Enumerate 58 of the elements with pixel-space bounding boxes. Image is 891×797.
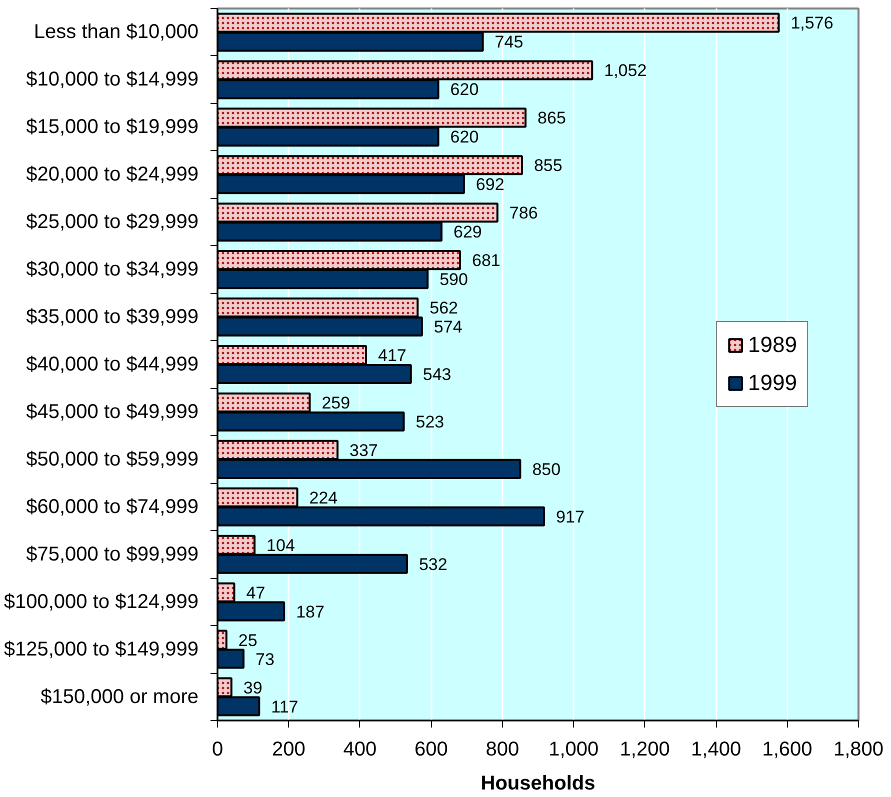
x-tick-label: 800 — [486, 738, 520, 760]
data-label: 629 — [453, 222, 482, 242]
x-tick-label: 600 — [414, 738, 448, 760]
legend-label: 1999 — [748, 370, 797, 396]
x-axis-title: Households — [480, 772, 596, 794]
x-tick-label: 1,400 — [691, 738, 742, 760]
y-tick-label: $150,000 or more — [40, 686, 199, 708]
data-label: 1,052 — [604, 61, 647, 80]
data-label: 73 — [255, 650, 274, 669]
x-tick-label: 200 — [272, 738, 306, 760]
data-label: 39 — [243, 678, 262, 698]
data-label: 543 — [422, 364, 452, 384]
data-label: 104 — [266, 536, 295, 555]
data-label: 574 — [434, 318, 462, 337]
data-label: 25 — [238, 630, 258, 650]
x-tick-label: 400 — [343, 738, 377, 760]
data-label: 855 — [534, 156, 562, 176]
y-tick-label: $40,000 to $44,999 — [26, 354, 199, 376]
y-tick-label: $50,000 to $59,999 — [26, 448, 199, 470]
data-label: 620 — [450, 128, 479, 147]
x-tick-label: 1,000 — [548, 738, 599, 760]
data-label: 850 — [532, 460, 561, 479]
x-tick-label: 0 — [212, 738, 224, 760]
y-tick-label: $100,000 to $124,999 — [4, 590, 199, 613]
y-tick-label: $30,000 to $34,999 — [26, 258, 199, 281]
data-label: 786 — [509, 204, 538, 223]
y-tick-label: $125,000 to $149,999 — [4, 638, 199, 660]
y-tick-label: $35,000 to $39,999 — [26, 306, 199, 328]
data-label: 620 — [450, 80, 479, 100]
data-label: 337 — [350, 440, 378, 460]
data-label: 590 — [440, 270, 468, 290]
data-label: 562 — [430, 298, 458, 318]
data-label: 532 — [418, 554, 448, 574]
y-tick-label: $75,000 to $99,999 — [26, 543, 199, 566]
data-label: 681 — [472, 251, 500, 270]
data-label: 523 — [416, 412, 444, 432]
legend-label: 1989 — [748, 332, 797, 358]
y-tick-label: $20,000 to $24,999 — [26, 164, 199, 186]
data-label: 692 — [476, 175, 504, 194]
data-label: 224 — [309, 488, 338, 508]
x-tick-label: 1,600 — [762, 738, 812, 760]
data-label: 745 — [494, 32, 524, 52]
x-tick-label: 1,800 — [833, 738, 884, 760]
y-tick-label: Less than $10,000 — [34, 21, 199, 44]
data-label: 1,576 — [790, 14, 834, 33]
data-label: 917 — [556, 507, 584, 526]
data-label: 865 — [538, 108, 566, 128]
x-tick-label: 1,200 — [620, 738, 670, 760]
data-label: 417 — [378, 346, 406, 366]
y-tick-label: $25,000 to $29,999 — [26, 211, 199, 234]
data-label: 117 — [271, 697, 298, 716]
y-tick-label: $60,000 to $74,999 — [26, 496, 199, 518]
y-tick-label: $45,000 to $49,999 — [26, 400, 199, 423]
y-tick-label: $15,000 to $19,999 — [26, 116, 199, 138]
y-tick-label: $10,000 to $14,999 — [26, 68, 199, 91]
data-label: 259 — [322, 393, 350, 412]
data-label: 47 — [246, 583, 266, 602]
data-label: 187 — [296, 602, 324, 622]
